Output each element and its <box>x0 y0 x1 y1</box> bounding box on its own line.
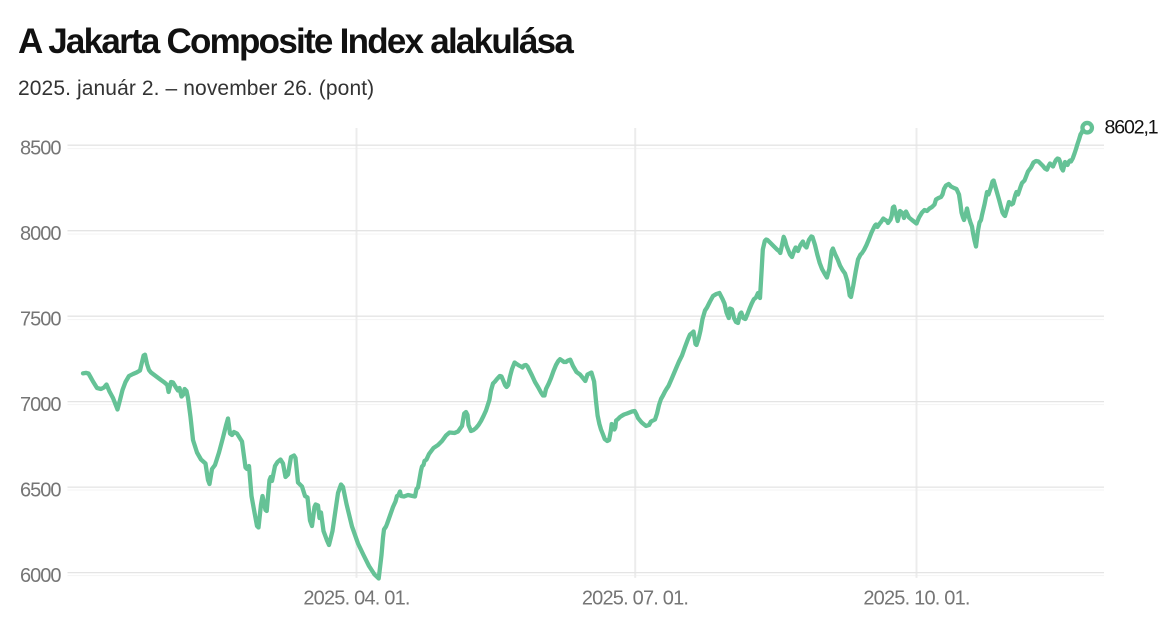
svg-text:2025. 07. 01.: 2025. 07. 01. <box>582 588 688 610</box>
svg-text:2025. 04. 01.: 2025. 04. 01. <box>303 588 409 610</box>
svg-text:6000: 6000 <box>20 565 61 587</box>
svg-text:2025. 10. 01.: 2025. 10. 01. <box>863 588 969 610</box>
svg-text:8000: 8000 <box>20 223 61 245</box>
svg-text:8602,1: 8602,1 <box>1105 117 1158 139</box>
svg-text:7500: 7500 <box>20 309 61 331</box>
svg-text:7000: 7000 <box>20 394 61 416</box>
svg-text:6500: 6500 <box>20 480 61 502</box>
svg-text:8500: 8500 <box>20 138 61 160</box>
